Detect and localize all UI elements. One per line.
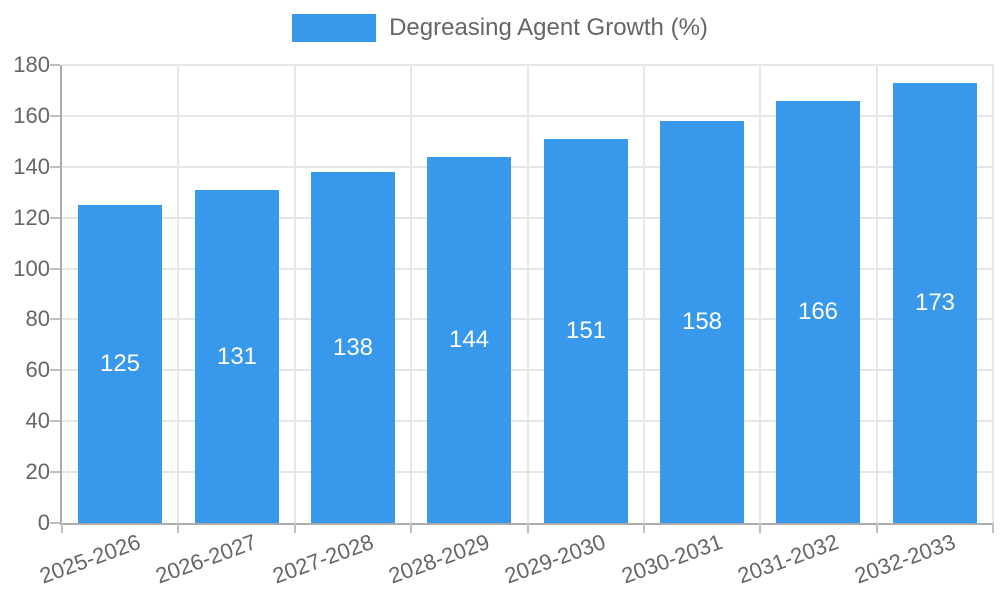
bar[interactable]: 173: [893, 83, 977, 523]
y-tick-label: 100: [13, 255, 50, 281]
x-tick-mark: [526, 523, 529, 533]
x-tick-label-text: 2030-2031: [618, 529, 726, 589]
y-tick-label: 0: [37, 510, 50, 535]
y-tick-label: 160: [13, 102, 50, 128]
bar[interactable]: 125: [78, 205, 162, 523]
bar-value-label: 166: [797, 298, 839, 325]
gridline-vertical: [875, 65, 878, 523]
gridline-vertical: [410, 65, 413, 523]
x-tick-mark: [992, 523, 994, 533]
y-tick-label: 80: [25, 306, 50, 332]
bar-value-label: 144: [448, 326, 490, 353]
y-tick-mark: [50, 216, 60, 219]
y-tick-label: 180: [13, 52, 50, 77]
x-tick-label-text: 2029-2030: [501, 529, 610, 589]
x-tick-label-text: 2028-2029: [385, 529, 493, 589]
plot-area: 125 131 138 144 151 158 166 173: [60, 64, 994, 525]
legend-swatch[interactable]: [292, 14, 377, 42]
y-tick-mark: [50, 369, 60, 372]
gridline-vertical: [293, 65, 296, 523]
bar[interactable]: 151: [544, 139, 628, 523]
y-tick-mark: [50, 267, 60, 270]
x-tick-mark: [293, 523, 296, 533]
y-tick-mark: [50, 64, 60, 66]
legend-label: Degreasing Agent Growth (%): [389, 14, 708, 41]
x-tick-label-text: 2027-2028: [269, 529, 377, 589]
y-tick-label: 120: [13, 204, 50, 230]
x-tick-label-text: 2032-2033: [850, 529, 959, 589]
x-tick-mark: [642, 523, 645, 533]
gridline-vertical: [759, 65, 762, 523]
gridline-vertical: [526, 65, 529, 523]
bar-value-label: 131: [216, 343, 258, 370]
y-tick-label: 20: [25, 459, 50, 485]
bar-value-label: 151: [565, 317, 607, 344]
x-tick-mark: [61, 523, 63, 533]
x-tick-mark: [875, 523, 878, 533]
y-tick-mark: [50, 471, 60, 474]
x-tick-label-text: 2025-2026: [36, 529, 144, 589]
y-tick-label: 40: [25, 408, 50, 434]
x-tick-mark: [177, 523, 180, 533]
bar[interactable]: 138: [311, 172, 395, 523]
y-tick-mark: [50, 114, 60, 117]
gridline-vertical: [992, 65, 994, 523]
y-tick-mark: [50, 318, 60, 321]
x-tick-label-text: 2031-2032: [734, 529, 842, 589]
x-tick-label-text: 2026-2027: [152, 529, 261, 589]
y-tick-mark: [50, 165, 60, 168]
y-axis-line: [60, 65, 62, 523]
x-tick-mark: [759, 523, 762, 533]
y-tick-label: 60: [25, 357, 50, 383]
bar-value-label: 125: [99, 350, 141, 377]
bar-value-label: 138: [332, 334, 374, 361]
bar[interactable]: 144: [427, 157, 511, 523]
x-tick-mark: [410, 523, 413, 533]
bar[interactable]: 131: [195, 190, 279, 523]
y-tick-mark: [50, 522, 60, 524]
bar[interactable]: 158: [660, 121, 744, 523]
y-tick-label: 140: [13, 153, 50, 179]
chart-legend[interactable]: Degreasing Agent Growth (%): [0, 14, 1000, 42]
bar[interactable]: 166: [776, 101, 860, 523]
y-tick-mark: [50, 420, 60, 423]
bar-value-label: 158: [681, 308, 723, 335]
gridline-vertical: [177, 65, 180, 523]
bar-value-label: 173: [914, 289, 956, 316]
gridline-vertical: [642, 65, 645, 523]
